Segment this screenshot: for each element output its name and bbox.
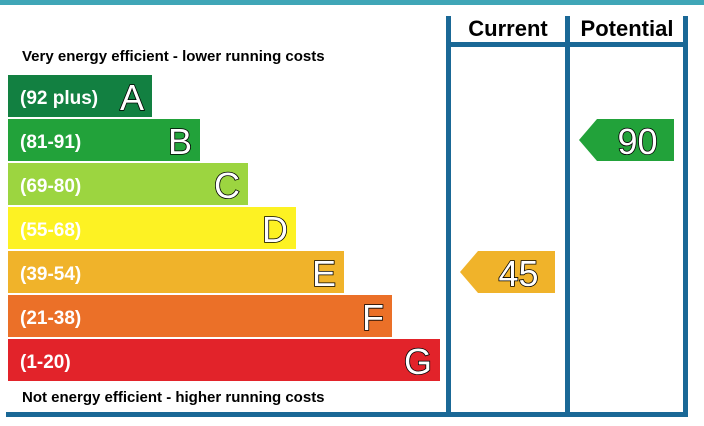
band-c: (69-80) C	[8, 163, 248, 207]
band-letter-c: C	[214, 165, 240, 206]
band-g: (1-20) G	[8, 339, 440, 383]
frame-divider-right	[683, 16, 688, 417]
potential-rating-value: 90	[617, 121, 657, 162]
header-potential: Potential	[581, 16, 674, 41]
band-bar-e	[8, 251, 344, 293]
band-bar-a	[8, 75, 152, 117]
band-letter-e: E	[312, 253, 336, 294]
band-range-f: (21-38)	[20, 308, 81, 329]
band-range-c: (69-80)	[20, 176, 81, 197]
potential-rating-marker: 90	[579, 119, 674, 163]
potential-rating-arrow	[579, 119, 674, 161]
header-underline	[446, 42, 688, 47]
band-d: (55-68) D	[8, 207, 296, 251]
rating-markers: 45 90	[460, 119, 674, 295]
band-bar-g	[8, 339, 440, 381]
frame-divider-left	[446, 16, 451, 417]
band-letter-a: A	[120, 77, 144, 118]
top-description: Very energy efficient - lower running co…	[22, 48, 325, 65]
band-a: (92 plus) A	[8, 75, 152, 119]
rating-bands: (92 plus) A(81-91) B(69-80) C(55-68) D(39-54…	[8, 75, 440, 383]
band-f: (21-38) F	[8, 295, 392, 339]
band-range-g: (1-20)	[20, 352, 71, 373]
bottom-rule	[6, 412, 688, 417]
current-rating-arrow	[460, 251, 555, 293]
band-bar-b	[8, 119, 200, 161]
top-rule	[0, 0, 704, 5]
band-range-b: (81-91)	[20, 132, 81, 153]
band-range-d: (55-68)	[20, 220, 81, 241]
current-rating-marker: 45	[460, 251, 555, 295]
band-e: (39-54) E	[8, 251, 344, 295]
band-letter-b: B	[168, 121, 192, 162]
header-current: Current	[468, 16, 548, 41]
band-range-a: (92 plus)	[20, 88, 98, 109]
band-bar-f	[8, 295, 392, 337]
current-rating-value: 45	[498, 253, 538, 294]
band-letter-d: D	[262, 209, 288, 250]
column-frame	[6, 16, 688, 417]
bottom-description: Not energy efficient - higher running co…	[22, 389, 325, 406]
band-letter-g: G	[404, 341, 432, 382]
band-bar-d	[8, 207, 296, 249]
band-b: (81-91) B	[8, 119, 200, 163]
band-range-e: (39-54)	[20, 264, 81, 285]
band-bar-c	[8, 163, 248, 205]
frame-divider-mid	[565, 16, 570, 417]
band-letter-f: F	[362, 297, 384, 338]
